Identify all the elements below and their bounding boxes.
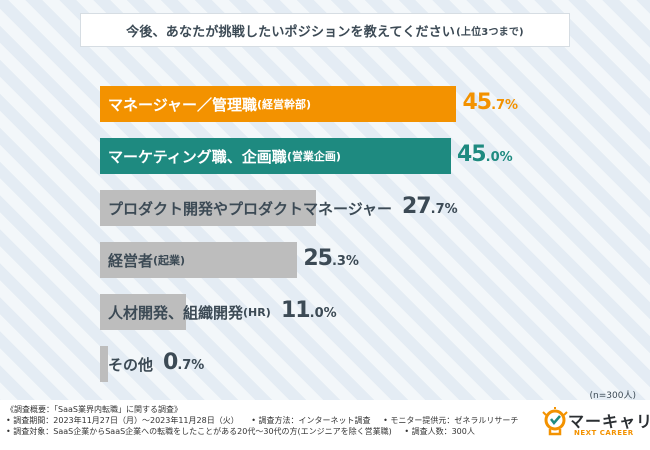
bar-category-label: 経営者 [108, 251, 154, 270]
lightbulb-icon [542, 407, 568, 436]
bar-category-label: その他 [108, 355, 154, 374]
bar-category-label: 人材開発、組織開発 [108, 303, 244, 322]
survey-period: • 調査期間：2023年11月27日（月）～2023年11月28日（火） [6, 416, 239, 425]
brand-name: マーキャリ [568, 412, 650, 431]
bar-category-sublabel: (HR) [243, 305, 271, 319]
bar-value-label: 25.3% [303, 246, 359, 271]
bar: プロダクト開発やプロダクトマネージャー [100, 190, 392, 226]
survey-note-line2: • 調査期間：2023年11月27日（月）～2023年11月28日（火） • 調… [6, 415, 528, 426]
survey-target: • 調査対象：SaaS企業からSaaS企業への転職をしたことがある20代～30代… [6, 427, 392, 436]
footer [0, 400, 650, 450]
bar: マーケティング職、企画職 (営業企画) [100, 138, 451, 174]
survey-count: • 調査人数：300人 [404, 427, 475, 436]
chart-title: 今後、あなたが挑戦したいポジションを教えてください [126, 24, 456, 40]
survey-notes: 《調査概要：「SaaS業界内転職」に関する調査》 • 調査期間：2023年11月… [6, 404, 528, 437]
bar-category-label: マネージャー／管理職 [108, 95, 257, 114]
bar: 経営者 (起業) [100, 242, 298, 278]
bar-value-label: 0.7% [163, 350, 205, 375]
bar-value-label: 27.7% [402, 194, 458, 219]
survey-monitor: • モニター提供元：ゼネラルリサーチ [383, 416, 519, 425]
bar-value-label: 11.0% [281, 298, 337, 323]
bar: マネージャー／管理職 (経営幹部) [100, 86, 457, 122]
bar-value-label: 45.0% [457, 142, 513, 167]
survey-note-line1: 《調査概要：「SaaS業界内転職」に関する調査》 [6, 405, 182, 414]
chart-title-box: 今後、あなたが挑戦したいポジションを教えてください (上位3つまで) [80, 13, 570, 47]
survey-note-line3: • 調査対象：SaaS企業からSaaS企業への転職をしたことがある20代～30代… [6, 426, 528, 437]
bar-category-sublabel: (営業企画) [286, 150, 341, 163]
bar-category-sublabel: (経営幹部) [256, 98, 312, 111]
survey-method: • 調査方法：インターネット調査 [251, 416, 371, 425]
bar-value-label: 45.7% [462, 90, 519, 115]
bar-chart: マネージャー／管理職 (経営幹部) 45.7% マーケティング職、企画職 (営業企画) 4… [100, 86, 519, 382]
brand-tagline: NEXT CAREER [574, 429, 634, 437]
chart-title-sub: (上位3つまで) [456, 26, 524, 38]
bar: その他 [100, 346, 153, 382]
brand-logo: マーキャリ NEXT CAREER [540, 405, 650, 445]
bar-category-label: マーケティング職、企画職 [108, 147, 287, 166]
bar-category-sublabel: (起業) [153, 254, 186, 267]
bar-category-label: プロダクト開発やプロダクトマネージャー [108, 199, 392, 218]
bar: 人材開発、組織開発 (HR) [100, 294, 271, 330]
sample-size-label: (n=300人) [589, 391, 636, 401]
